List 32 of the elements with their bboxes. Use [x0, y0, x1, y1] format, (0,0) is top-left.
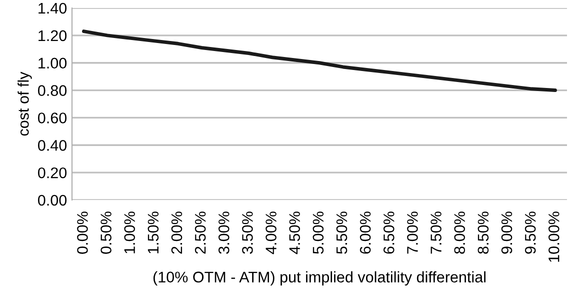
x-tick-label: 6.00% [360, 212, 371, 254]
x-tick-label: 9.00% [501, 212, 512, 254]
x-tick-label: 0.50% [100, 212, 112, 254]
x-tick-label: 2.00% [171, 212, 182, 254]
x-tick-label: 4.00% [266, 212, 276, 254]
x-tick-label: 7.00% [407, 212, 418, 254]
y-axis-title: cost of fly [18, 72, 32, 136]
x-tick-label: 6.50% [383, 212, 394, 254]
x-tick-label: 0.00% [77, 212, 88, 254]
y-tick-label: 0.80 [38, 85, 67, 96]
x-tick-label: 8.50% [478, 212, 489, 254]
y-tick-label: 0.40 [38, 140, 67, 151]
x-tick-label: 9.50% [524, 212, 536, 254]
x-tick-label: 3.50% [242, 212, 253, 254]
x-tick-label: 2.50% [194, 212, 206, 254]
x-tick-label: 1.00% [124, 212, 136, 254]
x-tick-label: 4.50% [289, 212, 300, 254]
x-tick-label: 3.00% [218, 212, 230, 254]
x-tick-label: 5.00% [312, 212, 324, 254]
x-tick-label: 7.50% [430, 212, 442, 254]
y-tick-label: 1.40 [38, 2, 67, 14]
y-tick-label: 1.20 [38, 30, 67, 42]
x-axis-title: (10% OTM - ATM) put implied volatility differential [153, 271, 486, 286]
x-tick-label: 5.50% [336, 212, 348, 254]
y-tick-label: 1.00 [38, 58, 67, 69]
x-tick-label: 8.00% [454, 212, 466, 254]
y-tick-label: 0.60 [38, 112, 67, 124]
x-tick-label: 1.50% [148, 212, 159, 254]
y-tick-label: 0.20 [38, 167, 67, 178]
line-series [82, 30, 557, 92]
y-tick-label: 0.00 [38, 194, 67, 206]
x-tick-label: 10.00% [548, 212, 560, 262]
